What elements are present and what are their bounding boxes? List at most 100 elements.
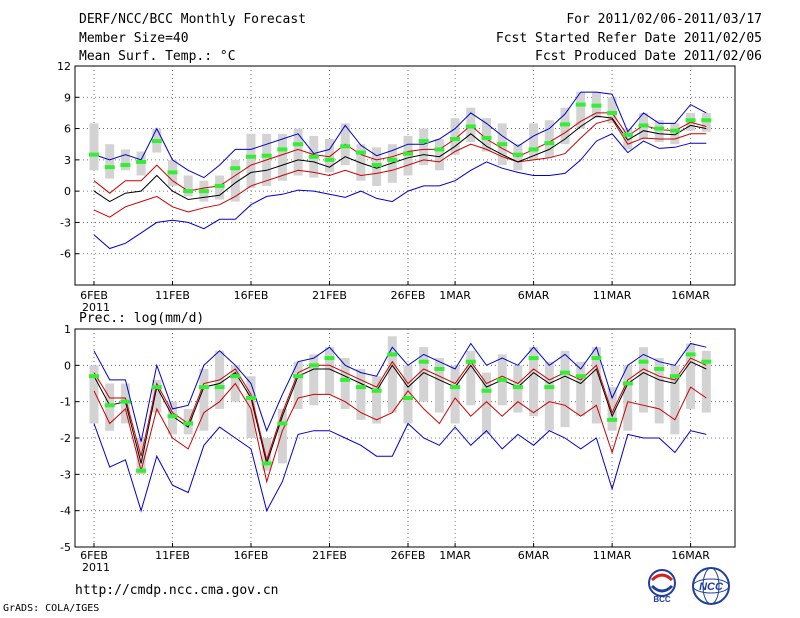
median-marker [183, 421, 194, 426]
y-tick-label: 6 [64, 123, 71, 136]
ensemble-box [89, 365, 99, 424]
x-tick-label: 6FEB [80, 289, 108, 302]
y-tick-label: -2 [60, 432, 71, 445]
median-marker [528, 147, 539, 152]
ncc-logo-text: NCC [699, 581, 724, 593]
median-marker [308, 363, 319, 368]
ensemble-box [246, 376, 256, 438]
median-marker [622, 381, 633, 386]
variable-label: Mean Surf. Temp.: °C [79, 49, 236, 64]
median-marker [575, 374, 586, 379]
ncc-logo-orbit [692, 578, 730, 594]
panel-1: 12 9 6 3 0 -3 -6 6FEB 11FEB 16FEB 21FEB 26FEB 1MAR 6M… [57, 60, 736, 326]
ensemble-box [544, 361, 554, 431]
median-marker [591, 103, 602, 108]
median-marker [277, 421, 288, 426]
y-tick-label: 0 [64, 359, 71, 372]
median-marker [450, 137, 461, 141]
median-marker [544, 141, 555, 146]
y-tick-label: 1 [64, 323, 71, 336]
ensemble-box [623, 128, 633, 150]
median-marker [230, 166, 241, 171]
median-marker [403, 151, 413, 156]
ensemble-box [560, 350, 570, 428]
median-marker [638, 123, 649, 128]
median-marker [214, 183, 225, 188]
median-marker [622, 132, 633, 137]
median-marker [104, 403, 115, 408]
median-marker [198, 189, 209, 194]
median-marker [701, 118, 712, 123]
x-tick-label: 6FEB [80, 549, 108, 562]
ensemble-box [686, 343, 696, 409]
x-tick-label: 26FEB [391, 549, 426, 562]
median-marker [167, 414, 178, 419]
ensemble-box [183, 175, 193, 197]
median-marker [355, 385, 366, 390]
ensemble-box [230, 159, 240, 202]
produced-date-label: Fcst Produced Date 2011/02/06 [535, 49, 762, 64]
ensemble-box [654, 120, 664, 143]
median-marker [340, 377, 351, 382]
median-marker [89, 152, 99, 157]
median-marker [512, 385, 523, 390]
ensemble-box [529, 347, 539, 417]
median-marker [512, 152, 523, 157]
ensemble-box [120, 149, 130, 171]
ensemble-box [701, 112, 711, 132]
x-tick-label: 21FEB [312, 289, 347, 302]
median-marker [544, 385, 555, 390]
ensemble-box [387, 336, 397, 413]
series-line-mean [93, 361, 707, 466]
median-marker [669, 374, 680, 379]
ensemble-box [576, 92, 586, 129]
ensemble-box [529, 123, 539, 160]
median-marker [324, 157, 335, 162]
y-tick-label: 12 [57, 60, 71, 73]
median-marker [654, 126, 665, 131]
ensemble-box [607, 387, 617, 431]
x-tick-label: 26FEB [391, 289, 426, 302]
median-marker [277, 147, 288, 152]
series-line-max [93, 133, 707, 250]
ensemble-box [450, 365, 460, 424]
ensemble-box [419, 128, 429, 166]
median-marker [387, 157, 398, 162]
x-tick-label: 21FEB [312, 549, 347, 562]
median-marker [308, 154, 319, 159]
ensemble-box [623, 365, 633, 431]
ensemble-box [293, 361, 303, 409]
ensemble-box [701, 350, 711, 413]
member-size-label: Member Size=40 [79, 31, 189, 46]
ensemble-box [356, 368, 366, 420]
x-tick-label: 11MAR [593, 289, 632, 302]
median-marker [497, 142, 508, 147]
ensemble-box [654, 358, 664, 424]
series-line-p10 [93, 382, 707, 484]
ensemble-box [246, 133, 256, 189]
x-year-label: 2011 [82, 561, 110, 574]
median-marker [136, 159, 147, 164]
ensemble-box [309, 354, 319, 406]
y-tick-label: -3 [60, 216, 71, 229]
median-marker [654, 366, 665, 371]
x-tick-label: 16FEB [234, 549, 269, 562]
series-line-max [93, 342, 707, 442]
series-line-p90 [93, 112, 707, 194]
ensemble-box [277, 133, 287, 181]
ensemble-box [403, 135, 413, 176]
median-marker [685, 118, 696, 123]
median-marker [465, 359, 476, 364]
x-tick-label: 1MAR [439, 549, 471, 562]
median-marker [246, 396, 256, 401]
x-tick-label: 6MAR [518, 549, 550, 562]
median-marker [701, 359, 712, 364]
grads-credit: GrADS: COLA/IGES [3, 603, 100, 614]
bcc-logo: BCC [648, 569, 676, 604]
bcc-logo-ring [648, 569, 676, 597]
forecast-period-label: For 2011/02/06-2011/03/17 [566, 12, 762, 27]
ensemble-box [199, 368, 209, 431]
median-marker [293, 374, 304, 379]
source-url[interactable]: http://cmdp.ncc.cma.gov.cn [75, 583, 279, 598]
median-marker [230, 374, 241, 379]
